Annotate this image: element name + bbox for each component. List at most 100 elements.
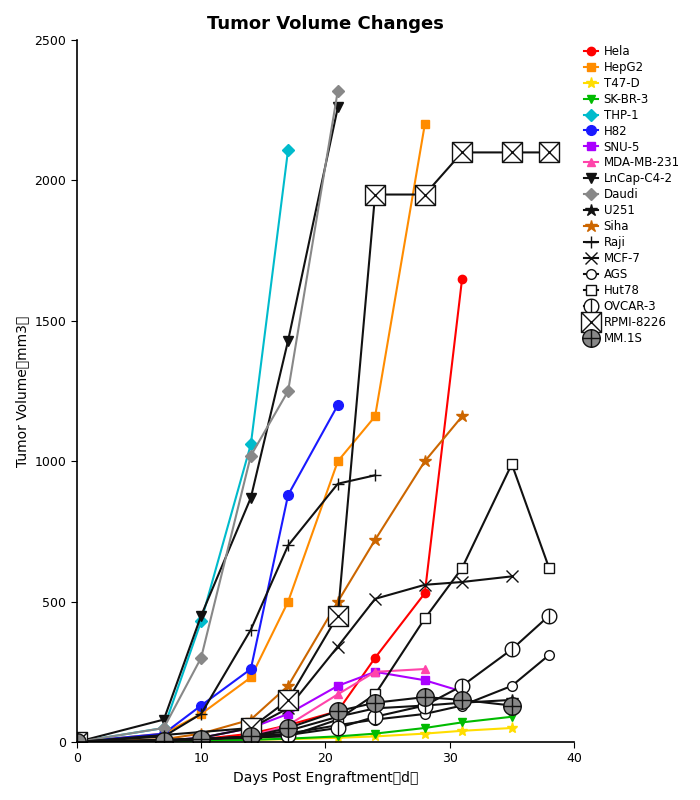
THP-1 [246,440,255,450]
SK-BR-3 [284,734,293,743]
SNU-5 [246,723,255,733]
Hut78 [458,563,466,573]
U251 [73,738,81,747]
AGS [508,681,516,690]
Siha [197,729,205,738]
U251 [160,736,168,746]
Line: Siha: Siha [71,410,468,748]
SNU-5 [160,736,168,746]
T47-D [197,736,205,746]
SK-BR-3 [73,738,81,747]
AGS [458,701,466,710]
U251 [197,734,205,744]
AGS [73,738,81,747]
U251 [246,732,255,742]
MDA-MB-231 [284,720,293,730]
Raji [284,541,293,550]
U251 [458,698,466,707]
HepG2 [421,119,429,129]
SNU-5 [197,733,205,742]
THP-1 [73,738,81,747]
Siha [458,411,466,421]
HepG2 [246,673,255,682]
Title: Tumor Volume Changes: Tumor Volume Changes [207,15,444,33]
H82 [284,490,293,500]
SK-BR-3 [458,718,466,727]
T47-D [160,737,168,746]
HepG2 [73,738,81,747]
Line: Raji: Raji [71,469,382,748]
MCF-7 [334,642,342,651]
Hut78 [371,690,379,699]
HepG2 [197,709,205,718]
Hela [458,274,466,283]
Daudi [73,738,81,747]
Line: Daudi: Daudi [73,86,342,746]
MDA-MB-231 [73,738,81,747]
T47-D [73,738,81,747]
T47-D [246,735,255,745]
Raji [160,732,168,742]
LnCap-C4-2 [160,714,168,724]
Hela [334,706,342,716]
SNU-5 [284,709,293,718]
Daudi [334,86,342,95]
MCF-7 [371,594,379,604]
Line: LnCap-C4-2: LnCap-C4-2 [72,102,343,747]
MCF-7 [284,703,293,713]
Raji [334,479,342,489]
SNU-5 [458,686,466,696]
Line: SK-BR-3: SK-BR-3 [73,713,516,746]
AGS [545,650,553,660]
MCF-7 [508,571,516,581]
SK-BR-3 [371,729,379,738]
LnCap-C4-2 [284,336,293,346]
MDA-MB-231 [160,736,168,746]
Raji [246,625,255,634]
Line: MDA-MB-231: MDA-MB-231 [73,665,429,746]
MCF-7 [421,580,429,590]
Raji [73,738,81,747]
HepG2 [284,597,293,606]
Hela [284,720,293,730]
Hela [246,729,255,738]
Hut78 [73,738,81,747]
Hut78 [284,732,293,742]
SNU-5 [421,675,429,685]
MCF-7 [246,723,255,733]
HepG2 [334,457,342,466]
SNU-5 [371,667,379,677]
Hela [197,734,205,744]
THP-1 [197,617,205,626]
T47-D [334,733,342,742]
Siha [334,597,342,606]
Line: U251: U251 [71,694,518,748]
SK-BR-3 [421,723,429,733]
AGS [371,714,379,724]
Hut78 [508,459,516,469]
T47-D [508,723,516,733]
Daudi [246,451,255,461]
T47-D [284,734,293,744]
Line: THP-1: THP-1 [73,146,293,746]
SNU-5 [73,738,81,747]
Hut78 [545,563,553,573]
Line: H82: H82 [72,400,343,747]
THP-1 [160,723,168,733]
Line: Hela: Hela [73,274,466,746]
U251 [284,726,293,735]
AGS [334,720,342,730]
HepG2 [160,729,168,738]
Hela [160,736,168,746]
Daudi [160,723,168,733]
MDA-MB-231 [371,667,379,677]
Y-axis label: Tumor Volume（mm3）: Tumor Volume（mm3） [15,315,29,466]
Siha [371,535,379,545]
SK-BR-3 [334,732,342,742]
Hut78 [334,714,342,724]
H82 [197,701,205,710]
SK-BR-3 [197,736,205,746]
T47-D [371,732,379,742]
AGS [421,709,429,718]
T47-D [458,726,466,735]
